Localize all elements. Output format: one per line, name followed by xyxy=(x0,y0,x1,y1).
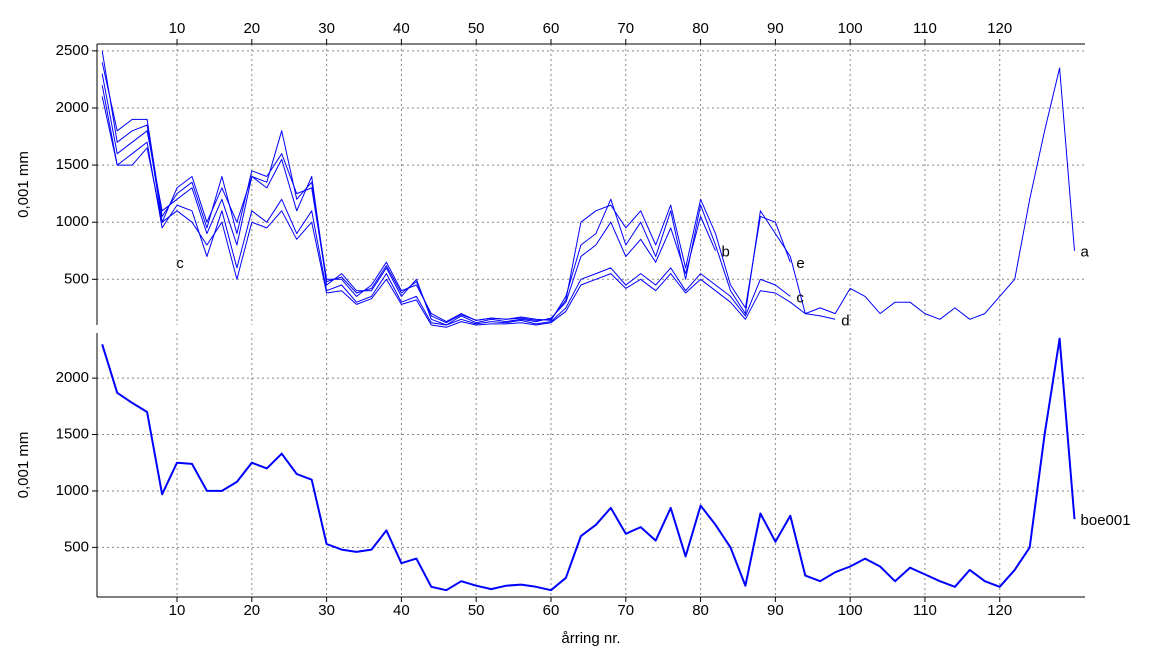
x-tick-label: 120 xyxy=(987,602,1012,619)
x-tick-label: 70 xyxy=(617,20,634,37)
x-tick-label: 60 xyxy=(543,20,560,37)
y-tick-label: 1000 xyxy=(56,482,89,499)
data-line xyxy=(101,337,1076,592)
x-tick-label: 80 xyxy=(692,20,709,37)
y-axis-label: 0,001 mm xyxy=(15,151,32,218)
series-label: a xyxy=(1081,244,1090,261)
x-tick-label: 90 xyxy=(767,602,784,619)
y-tick-label: 500 xyxy=(64,538,89,555)
y-tick-label: 1500 xyxy=(56,426,89,443)
y-tick-label: 2000 xyxy=(56,99,89,116)
x-tick-label: 100 xyxy=(838,20,863,37)
series-label: c xyxy=(796,289,804,306)
x-axis-label: årring nr. xyxy=(561,630,620,647)
x-tick-label: 40 xyxy=(393,602,410,619)
x-tick-label: 50 xyxy=(468,602,485,619)
x-tick-label: 90 xyxy=(767,20,784,37)
y-tick-label: 2000 xyxy=(56,369,89,386)
x-tick-label: 10 xyxy=(169,20,186,37)
data-line xyxy=(101,62,791,324)
y-axis-label: 0,001 mm xyxy=(15,432,32,499)
series-label: b xyxy=(722,244,730,261)
x-tick-label: 60 xyxy=(543,602,560,619)
data-line xyxy=(101,50,1075,323)
y-tick-label: 1500 xyxy=(56,156,89,173)
x-tick-label: 110 xyxy=(913,20,937,37)
x-tick-label: 30 xyxy=(318,20,335,37)
data-line xyxy=(101,85,791,326)
y-tick-label: 1000 xyxy=(56,213,89,230)
series-label: c xyxy=(176,255,184,272)
series-label: d xyxy=(841,312,849,329)
x-tick-label: 100 xyxy=(838,602,863,619)
x-tick-label: 20 xyxy=(243,602,260,619)
y-tick-label: 500 xyxy=(64,270,89,287)
x-tick-label: 110 xyxy=(913,602,937,619)
series-label: e xyxy=(796,255,804,272)
x-tick-label: 70 xyxy=(617,602,634,619)
x-tick-label: 40 xyxy=(393,20,410,37)
y-tick-label: 2500 xyxy=(56,42,89,59)
x-tick-label: 10 xyxy=(169,602,186,619)
series-label: boe001 xyxy=(1081,512,1131,529)
x-tick-label: 30 xyxy=(318,602,335,619)
x-tick-label: 120 xyxy=(987,20,1012,37)
x-tick-label: 80 xyxy=(692,602,709,619)
data-line xyxy=(101,96,836,328)
x-tick-label: 20 xyxy=(243,20,260,37)
x-tick-label: 50 xyxy=(468,20,485,37)
